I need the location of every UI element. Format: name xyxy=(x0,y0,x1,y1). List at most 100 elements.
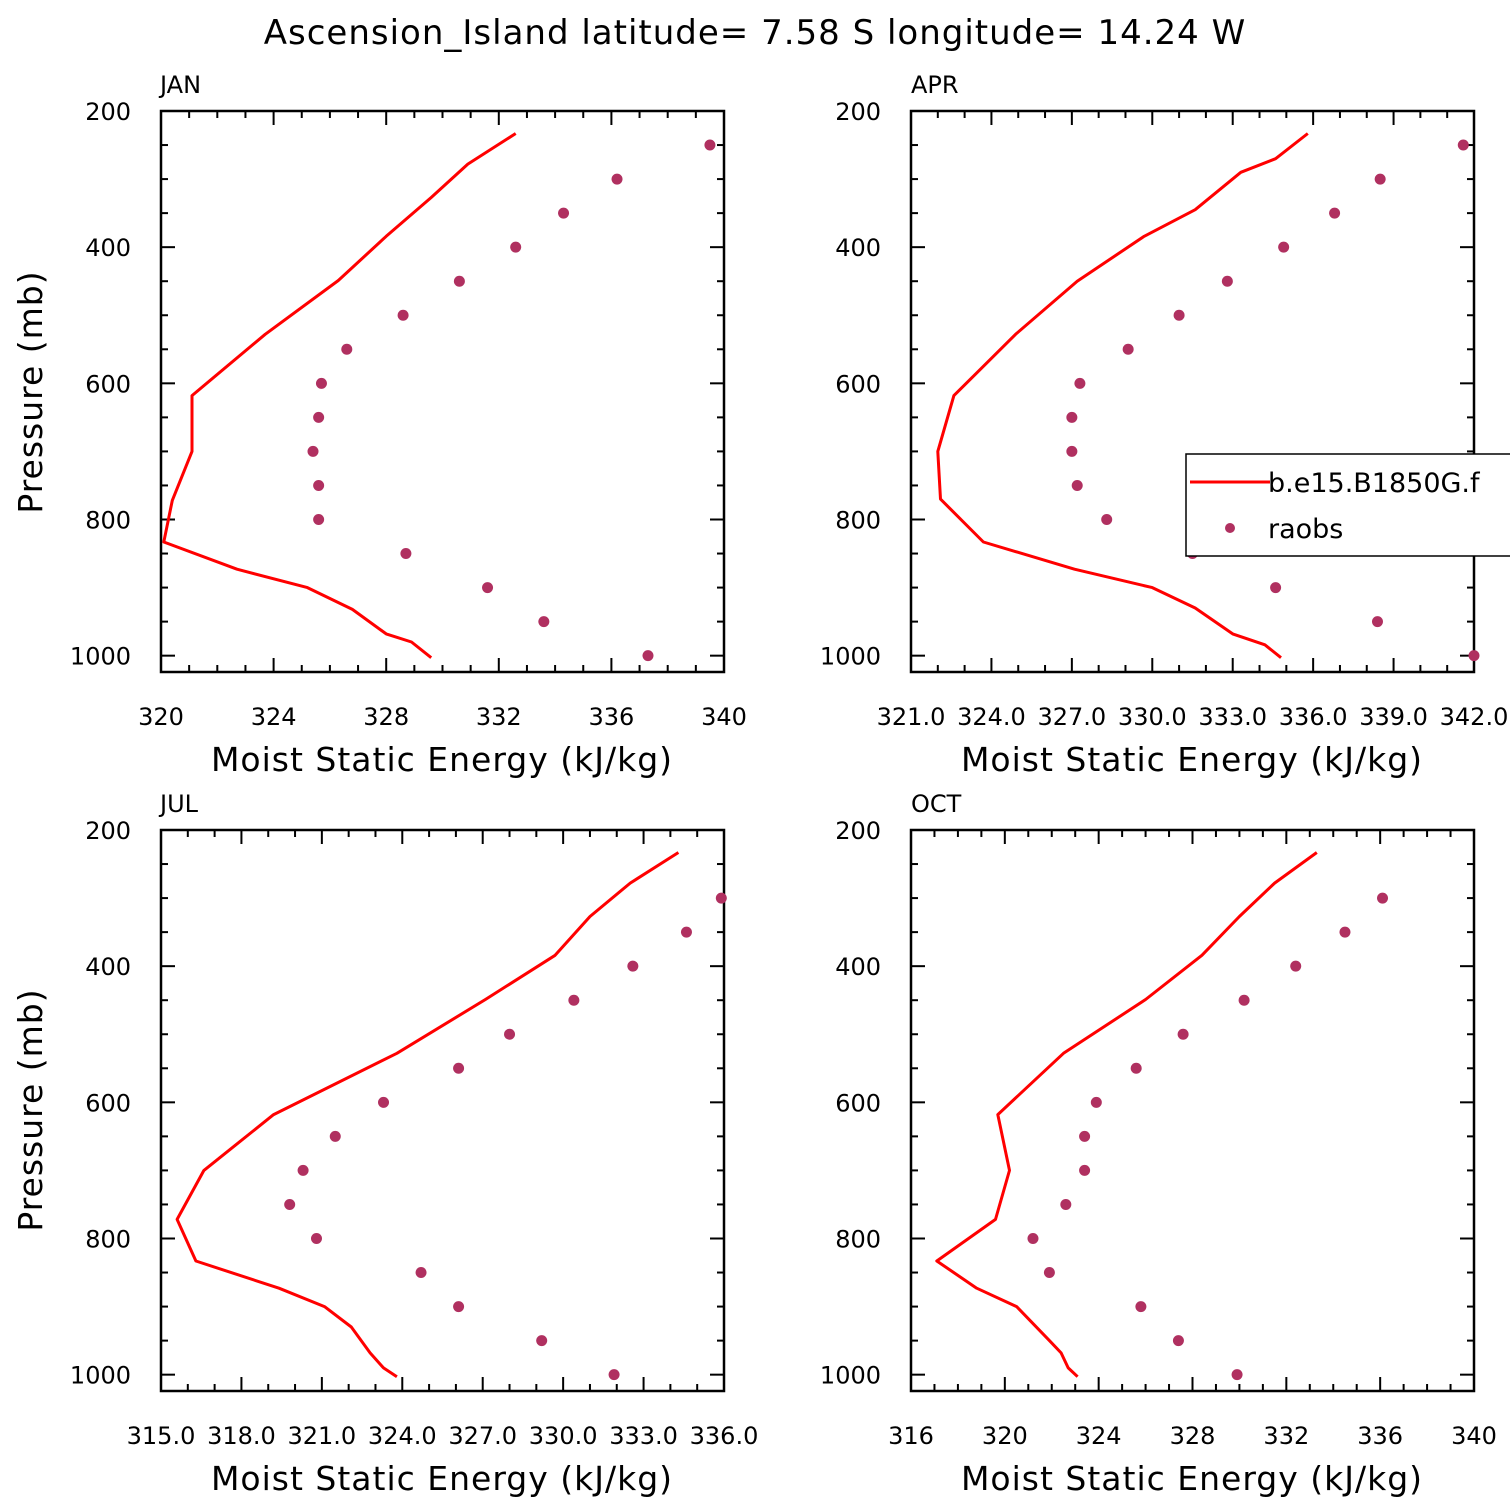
x-tick-label-jan: 328 xyxy=(363,703,409,731)
x-tick-label-apr: 333.0 xyxy=(1198,703,1267,731)
raobs-point-jan xyxy=(558,207,570,219)
y-tick-label-jan: 200 xyxy=(85,98,131,126)
x-tick-label-oct: 336 xyxy=(1357,1422,1403,1450)
raobs-point-jan xyxy=(313,513,325,525)
raobs-point-jan xyxy=(341,343,353,355)
raobs-point-jul xyxy=(680,926,692,938)
legend-model-label: b.e15.B1850G.f xyxy=(1268,468,1481,499)
raobs-point-jul xyxy=(329,1130,341,1142)
raobs-point-apr xyxy=(1101,513,1113,525)
x-tick-label-oct: 332 xyxy=(1263,1422,1309,1450)
raobs-point-jan xyxy=(482,582,494,594)
panel-label-jan: JAN xyxy=(158,71,201,99)
raobs-point-apr xyxy=(1457,139,1469,151)
raobs-point-jan xyxy=(704,139,716,151)
raobs-point-oct xyxy=(1339,926,1351,938)
raobs-point-apr xyxy=(1371,616,1383,628)
x-tick-label-oct: 340 xyxy=(1451,1422,1497,1450)
plot-frame-jul xyxy=(159,828,726,1393)
x-tick-label-oct: 316 xyxy=(888,1422,934,1450)
y-tick-label-oct: 200 xyxy=(835,817,881,845)
raobs-point-oct xyxy=(1060,1198,1072,1210)
x-tick-label-oct: 320 xyxy=(982,1422,1028,1450)
x-tick-label-jul: 321.0 xyxy=(287,1422,356,1450)
model-line-jul xyxy=(175,851,680,1378)
raobs-point-jul xyxy=(608,1369,620,1381)
raobs-point-jul xyxy=(378,1096,390,1108)
raobs-point-oct xyxy=(1027,1232,1039,1244)
raobs-point-jul xyxy=(504,1028,516,1040)
x-tick-label-apr: 336.0 xyxy=(1279,703,1348,731)
plot-frame-oct xyxy=(909,828,1476,1393)
x-tick-label-oct: 328 xyxy=(1170,1422,1216,1450)
raobs-point-jul xyxy=(297,1164,309,1176)
x-tick-label-jul: 315.0 xyxy=(127,1422,196,1450)
x-tick-label-apr: 342.0 xyxy=(1440,703,1509,731)
raobs-point-jul xyxy=(453,1301,465,1313)
panel-label-apr: APR xyxy=(911,71,959,99)
y-tick-label-apr: 1000 xyxy=(820,643,881,671)
raobs-point-jan xyxy=(510,241,522,253)
raobs-point-jan xyxy=(642,650,654,662)
y-tick-label-jul: 400 xyxy=(85,953,131,981)
raobs-point-jul xyxy=(715,892,727,904)
legend-box xyxy=(1185,453,1510,557)
legend-raobs-label: raobs xyxy=(1268,514,1343,545)
raobs-point-jul xyxy=(627,960,639,972)
x-tick-label-jan: 340 xyxy=(701,703,747,731)
raobs-point-apr xyxy=(1374,173,1386,185)
x-tick-label-oct: 324 xyxy=(1076,1422,1122,1450)
x-tick-label-apr: 324.0 xyxy=(957,703,1026,731)
raobs-point-oct xyxy=(1172,1335,1184,1347)
raobs-point-apr xyxy=(1221,275,1233,287)
raobs-point-oct xyxy=(1090,1096,1102,1108)
raobs-point-jan xyxy=(313,479,325,491)
raobs-point-jul xyxy=(284,1198,296,1210)
plot-frame-jan xyxy=(159,109,726,674)
raobs-point-jan xyxy=(453,275,465,287)
y-tick-label-apr: 600 xyxy=(835,370,881,398)
y-tick-label-oct: 800 xyxy=(835,1225,881,1253)
raobs-point-oct xyxy=(1130,1062,1142,1074)
raobs-point-oct xyxy=(1238,994,1250,1006)
x-axis-label-oct: Moist Static Energy (kJ/kg) xyxy=(961,1459,1423,1498)
y-tick-label-jul: 800 xyxy=(85,1225,131,1253)
legend-raobs-swatch xyxy=(1225,523,1235,533)
raobs-point-jan xyxy=(307,445,319,457)
panel-apr: APR 200 400 600 800 1000 321.0 324.0 327.0 330.0… xyxy=(820,71,1508,731)
y-tick-label-apr: 400 xyxy=(835,234,881,262)
y-tick-label-jul: 200 xyxy=(85,817,131,845)
figure-title: Ascension_Island latitude= 7.58 S longit… xyxy=(264,13,1247,53)
raobs-point-oct xyxy=(1043,1267,1055,1279)
raobs-point-apr xyxy=(1329,207,1341,219)
y-tick-label-oct: 400 xyxy=(835,953,881,981)
x-axis-label-jul: Moist Static Energy (kJ/kg) xyxy=(211,1459,673,1498)
raobs-point-jan xyxy=(313,411,325,423)
raobs-point-jan xyxy=(397,309,409,321)
raobs-point-oct xyxy=(1231,1369,1243,1381)
raobs-point-jan xyxy=(538,616,550,628)
y-tick-label-jan: 800 xyxy=(85,506,131,534)
raobs-point-apr xyxy=(1468,650,1480,662)
legend: b.e15.B1850G.f raobs xyxy=(1185,453,1510,557)
y-axis-label-jan: Pressure (mb) xyxy=(11,270,50,513)
x-tick-label-jul: 333.0 xyxy=(609,1422,678,1450)
raobs-point-apr xyxy=(1278,241,1290,253)
panel-oct: OCT 200 400 600 800 1000 316 320 324 328 332 336 34… xyxy=(820,790,1497,1450)
raobs-point-jul xyxy=(310,1232,322,1244)
x-tick-label-jan: 324 xyxy=(251,703,297,731)
x-tick-label-jan: 320 xyxy=(138,703,184,731)
raobs-point-apr xyxy=(1066,445,1078,457)
raobs-point-jul xyxy=(536,1335,548,1347)
model-line-apr xyxy=(936,132,1309,659)
y-tick-label-oct: 1000 xyxy=(820,1362,881,1390)
y-tick-label-oct: 600 xyxy=(835,1089,881,1117)
raobs-point-apr xyxy=(1071,479,1083,491)
y-tick-label-jan: 600 xyxy=(85,370,131,398)
raobs-point-oct xyxy=(1290,960,1302,972)
raobs-point-apr xyxy=(1074,377,1086,389)
y-tick-label-jul: 1000 xyxy=(70,1362,131,1390)
raobs-point-oct xyxy=(1135,1301,1147,1313)
y-tick-label-apr: 200 xyxy=(835,98,881,126)
